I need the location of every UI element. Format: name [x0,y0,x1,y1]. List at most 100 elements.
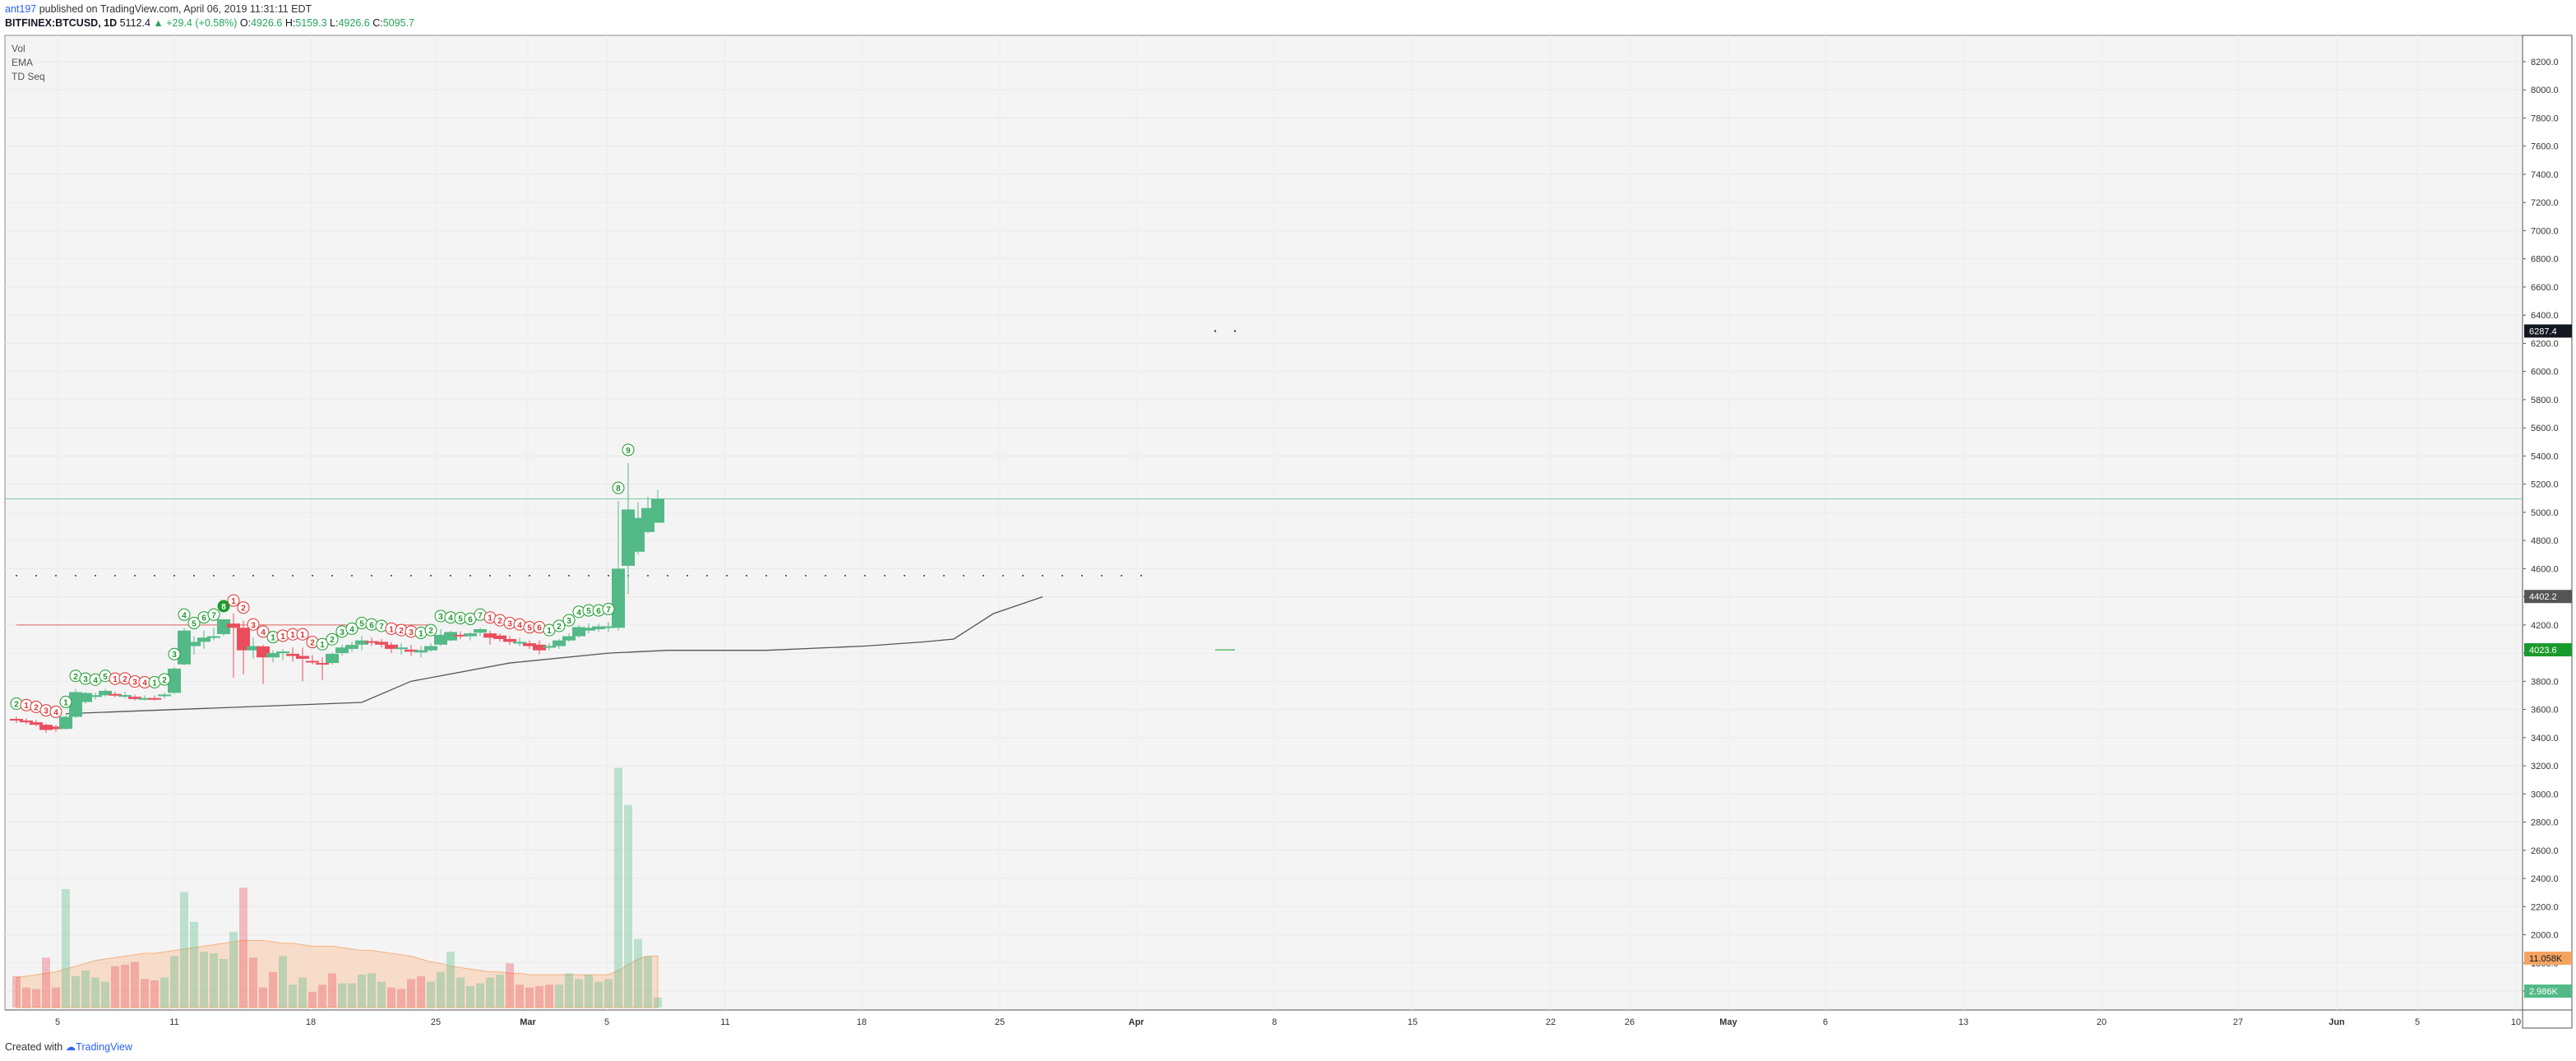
candle[interactable] [148,697,161,700]
volume-bar[interactable] [476,983,484,1008]
volume-bar[interactable] [466,985,474,1008]
candle[interactable] [503,638,516,642]
volume-bar[interactable] [654,997,662,1008]
candle[interactable] [89,695,102,697]
volume-bar[interactable] [239,887,247,1008]
candle[interactable] [59,716,72,730]
volume-bar[interactable] [91,977,99,1008]
volume-bar[interactable] [614,767,622,1008]
candle[interactable] [109,693,122,696]
candle[interactable] [286,653,299,656]
candle[interactable] [355,640,368,645]
candle[interactable] [444,632,457,641]
volume-bar[interactable] [348,983,356,1008]
candle[interactable] [247,646,260,651]
candle[interactable] [207,636,220,638]
candle[interactable] [513,642,526,644]
candle[interactable] [414,650,428,653]
candle[interactable] [20,720,33,723]
candle[interactable] [266,653,280,658]
volume-bar[interactable] [575,979,583,1008]
volume-bar[interactable] [594,981,603,1008]
price-axis-panel[interactable] [2522,35,2573,1029]
candle[interactable] [237,628,250,651]
candle[interactable] [582,628,595,631]
volume-bar[interactable] [279,956,287,1008]
volume-bar[interactable] [111,966,119,1008]
volume-bar[interactable] [328,973,336,1008]
volume-bar[interactable] [446,952,455,1008]
volume-bar[interactable] [141,979,149,1008]
candle[interactable] [562,636,576,641]
volume-bar[interactable] [644,956,652,1008]
candle[interactable] [454,634,467,637]
candle[interactable] [493,635,506,639]
candle[interactable] [395,647,408,650]
candle[interactable] [651,498,664,523]
volume-bar[interactable] [397,989,405,1008]
volume-bar[interactable] [427,981,435,1008]
tradingview-logo[interactable]: ☁TradingView [65,1041,132,1053]
volume-bar[interactable] [150,980,159,1008]
volume-bar[interactable] [220,959,228,1008]
volume-bar[interactable] [180,892,188,1008]
candle[interactable] [612,568,625,628]
volume-bar[interactable] [289,985,297,1008]
volume-bar[interactable] [81,970,90,1008]
candle[interactable] [49,726,62,730]
candle[interactable] [424,646,437,651]
candle[interactable] [168,668,181,693]
candle[interactable] [306,660,319,663]
candle[interactable] [474,628,487,633]
volume-bar[interactable] [535,985,543,1008]
volume-bar[interactable] [525,987,534,1008]
candle[interactable] [483,633,497,638]
volume-bar[interactable] [170,956,178,1008]
candle[interactable] [99,690,112,696]
candle[interactable] [158,694,171,697]
candle[interactable] [385,644,398,649]
volume-bar[interactable] [437,971,445,1008]
volume-bar[interactable] [249,957,257,1008]
volume-bar[interactable] [624,804,632,1008]
volume-bar[interactable] [190,921,198,1008]
candle[interactable] [533,644,546,651]
volume-bar[interactable] [368,973,376,1008]
volume-bar[interactable] [338,983,346,1008]
candle[interactable] [39,725,53,730]
candle[interactable] [464,633,477,637]
candle[interactable] [434,634,447,645]
candle[interactable] [10,719,23,721]
volume-bar[interactable] [318,985,326,1008]
volume-bar[interactable] [200,952,208,1008]
candle[interactable] [178,630,191,665]
volume-bar[interactable] [377,981,386,1008]
volume-bar[interactable] [407,979,415,1008]
candle[interactable] [326,653,339,664]
volume-bar[interactable] [496,975,504,1008]
candle[interactable] [543,646,556,648]
volume-bar[interactable] [604,979,613,1008]
candle[interactable] [227,623,240,628]
candle[interactable] [138,697,151,700]
candle[interactable] [335,647,349,654]
volume-bar[interactable] [387,987,395,1008]
volume-bar[interactable] [52,987,60,1008]
volume-bar[interactable] [486,977,494,1008]
volume-bar[interactable] [308,991,317,1008]
volume-bar[interactable] [160,977,169,1008]
volume-bar[interactable] [358,975,366,1008]
candle[interactable] [187,642,201,646]
volume-bar[interactable] [565,973,573,1008]
volume-bar[interactable] [545,985,553,1008]
volume-bar[interactable] [72,975,80,1008]
volume-bar[interactable] [516,985,524,1008]
candle[interactable] [316,663,329,665]
candle[interactable] [572,627,585,637]
indicator-vol[interactable]: Vol [12,43,25,54]
volume-bar[interactable] [210,953,218,1008]
volume-bar[interactable] [585,975,593,1008]
candle[interactable] [365,641,378,643]
volume-bar[interactable] [32,989,40,1008]
